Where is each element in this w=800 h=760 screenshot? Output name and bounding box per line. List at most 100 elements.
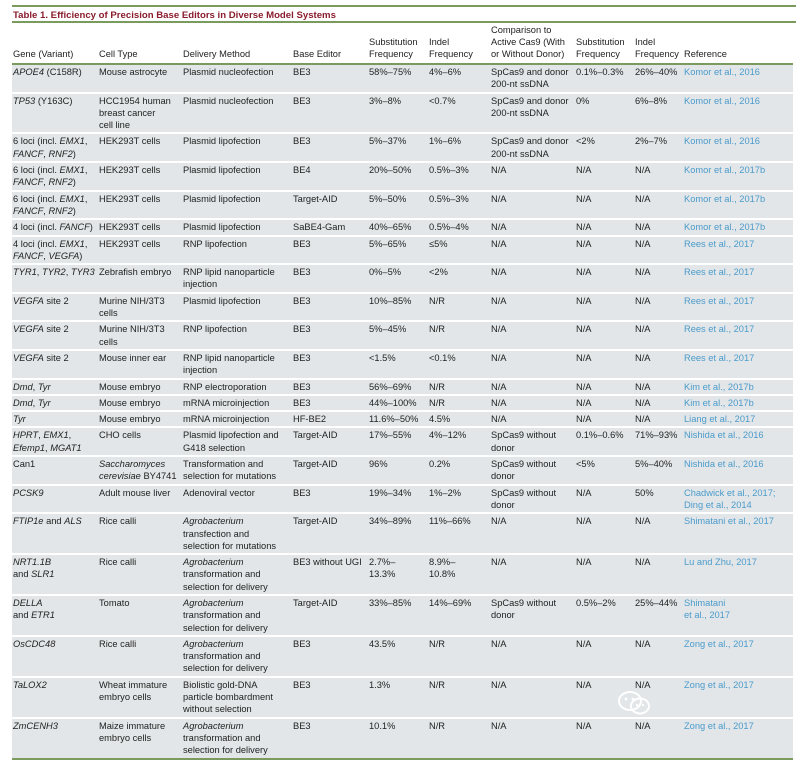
cell-reference[interactable]: Shimatani et al., 2017	[684, 597, 731, 621]
cell-delivery-method: Plasmid lipofection	[183, 136, 261, 147]
cell-reference[interactable]: Chadwick et al., 2017; Ding et al., 2014	[684, 487, 776, 510]
cell-cas9-substitution-frequency: N/A	[576, 638, 592, 649]
header-delivery-method: Delivery Method	[183, 49, 251, 59]
cell-reference[interactable]: Rees et al., 2017	[684, 324, 755, 335]
cell-reference[interactable]: Nishida et al., 2016	[684, 430, 764, 441]
cell-reference[interactable]: Rees et al., 2017	[684, 352, 755, 363]
cell-reference[interactable]: Komor et al., 2016	[684, 95, 760, 106]
italic-name: SLR1	[31, 569, 55, 580]
cell-cas9-indel-frequency: 6%–8%	[635, 95, 668, 106]
cell-cell-type: Mouse embryo	[99, 397, 161, 408]
text-segment: )	[72, 148, 76, 159]
table-row: Dmd, Tyr Mouse embryo RNP electroporation B…	[12, 378, 793, 395]
italic-name: ZmCENH3	[13, 720, 58, 731]
cell-reference[interactable]: Komor et al., 2016	[684, 136, 760, 147]
cell-reference[interactable]: Zong et al., 2017	[684, 720, 754, 731]
cell-reference[interactable]: Liang et al., 2017	[684, 414, 756, 425]
cell-cas9-substitution-frequency: N/A	[576, 222, 592, 233]
cell-cell-type: HEK293T cells	[99, 136, 161, 147]
cell-cell-type: Tomato	[99, 597, 130, 608]
text-segment: transformation and selection for deliver…	[183, 651, 268, 674]
cell-reference[interactable]: Rees et al., 2017	[684, 295, 755, 306]
cell-cas9-comparison: SpCas9 and donor 200-nt ssDNA	[491, 136, 569, 159]
cell-indel-frequency: 0.5%–4%	[429, 222, 469, 233]
cell-substitution-frequency: 5%–65%	[369, 238, 407, 249]
cell-substitution-frequency: 2.7%– 13.3%	[369, 557, 396, 580]
cell-cas9-substitution-frequency: N/A	[576, 397, 592, 408]
cell-substitution-frequency: 34%–89%	[369, 516, 412, 527]
text-segment: (C158R)	[44, 67, 82, 77]
cell-cell-type: CHO cells	[99, 430, 141, 441]
cell-reference[interactable]: Zong et al., 2017	[684, 679, 754, 690]
cell-reference[interactable]: Komor et al., 2016	[684, 67, 760, 77]
text-segment: )	[79, 250, 83, 261]
cell-base-editor: BE3	[293, 136, 311, 147]
text-segment: ,	[84, 238, 88, 249]
italic-name: VEGFA	[13, 295, 44, 306]
italic-name: HPRT	[13, 430, 39, 441]
cell-reference[interactable]: Nishida et al., 2016	[684, 459, 764, 470]
cell-substitution-frequency: 44%–100%	[369, 397, 417, 408]
cell-reference[interactable]: Komor et al., 2017b	[684, 222, 766, 233]
cell-delivery-method: Plasmid nucleofection	[183, 67, 274, 77]
cell-substitution-frequency: 0%–5%	[369, 267, 402, 278]
table-row: 4 loci (incl. EMX1, FANCF, VEGFA) HEK293T…	[12, 235, 793, 265]
text-segment: 6 loci (incl.	[13, 136, 60, 147]
italic-name: TaLOX2	[13, 679, 47, 690]
cell-reference[interactable]: Komor et al., 2017b	[684, 165, 766, 176]
cell-cell-type: HCC1954 human breast cancer cell line	[99, 95, 171, 131]
text-segment: )	[89, 222, 93, 233]
cell-reference[interactable]: Rees et al., 2017	[684, 267, 755, 278]
cell-reference[interactable]: Kim et al., 2017b	[684, 397, 754, 408]
cell-cas9-indel-frequency: N/A	[635, 381, 651, 392]
cell-delivery-method: RNP electroporation	[183, 381, 267, 392]
cell-reference[interactable]: Lu and Zhu, 2017	[684, 557, 757, 568]
cell-gene: 6 loci (incl. EMX1, FANCF, RNF2)	[12, 133, 98, 162]
cell-indel-frequency: N/R	[429, 295, 446, 306]
text-segment: (Y163C)	[35, 95, 73, 106]
text-segment: 4 loci (incl.	[13, 238, 60, 249]
cell-base-editor: BE3	[293, 397, 311, 408]
cell-cas9-comparison: N/A	[491, 381, 507, 392]
cell-reference[interactable]: Rees et al., 2017	[684, 238, 755, 249]
cell-substitution-frequency: 56%–69%	[369, 381, 412, 392]
italic-name: FANCF	[59, 222, 90, 233]
italic-name: FTIP1e	[13, 516, 44, 527]
italic-name: FANCF	[13, 148, 44, 159]
text-segment: and	[13, 569, 29, 580]
cell-indel-frequency: 11%–66%	[429, 516, 471, 527]
table-row: FTIP1e and ALS Rice calli Agrobacterium tr…	[12, 513, 793, 555]
cell-cas9-comparison: N/A	[491, 557, 507, 568]
cell-cas9-comparison: N/A	[491, 679, 507, 690]
table-row: Dmd, Tyr Mouse embryo mRNA microinjection B…	[12, 394, 793, 412]
cell-cas9-comparison: SpCas9 without donor	[491, 597, 557, 621]
cell-cell-type: Rice calli	[99, 638, 137, 649]
cell-indel-frequency: N/R	[429, 324, 446, 335]
cell-cas9-indel-frequency: N/A	[635, 267, 651, 278]
italic-name: EMX1	[59, 238, 85, 249]
text-segment: ,	[32, 381, 38, 392]
cell-gene: VEGFA site 2	[12, 293, 98, 322]
table-row: NRT1.1B and SLR1 Rice calli Agrobacterium …	[12, 554, 793, 595]
cell-cas9-comparison: N/A	[491, 222, 507, 233]
cell-reference[interactable]: Komor et al., 2017b	[684, 193, 766, 204]
italic-name: TYR1	[13, 267, 37, 278]
cell-reference[interactable]: Zong et al., 2017	[684, 638, 754, 649]
cell-cas9-indel-frequency: N/A	[635, 352, 651, 363]
cell-reference[interactable]: Kim et al., 2017b	[684, 381, 754, 392]
cell-cas9-comparison: N/A	[491, 324, 507, 335]
italic-name: RNF2	[48, 205, 73, 216]
cell-cas9-comparison: SpCas9 without donor	[491, 487, 557, 510]
cell-gene: FTIP1e and ALS	[12, 513, 98, 554]
text-segment: 6 loci (incl.	[13, 165, 60, 176]
cell-cell-type: Murine NIH/3T3 cells	[99, 324, 165, 347]
cell-cas9-indel-frequency: 26%–40%	[635, 67, 678, 77]
cell-cas9-comparison: SpCas9 and donor 200-nt ssDNA	[491, 95, 569, 118]
text-segment: )	[72, 205, 76, 216]
cell-reference[interactable]: Shimatani et al., 2017	[684, 516, 774, 527]
cell-substitution-frequency: 19%–34%	[369, 487, 412, 498]
cell-indel-frequency: 8.9%– 10.8%	[429, 557, 456, 580]
cell-indel-frequency: ≤5%	[429, 238, 448, 249]
table-row: PCSK9 Adult mouse liver Adenoviral vector B…	[12, 484, 793, 514]
italic-name: NRT1.1B	[13, 557, 52, 568]
